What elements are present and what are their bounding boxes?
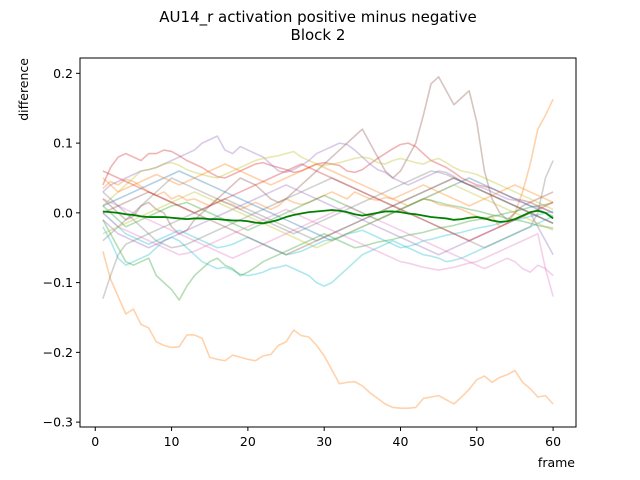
series-line-21 — [102, 163, 554, 242]
y-tick-label: −0.3 — [43, 415, 73, 430]
plot-frame — [79, 57, 577, 428]
x-tick-label: 10 — [164, 434, 180, 449]
x-tick-label: 0 — [91, 434, 99, 449]
y-tick-label: 0.2 — [53, 66, 73, 81]
x-axis-label: frame — [538, 455, 575, 470]
series-line-1 — [102, 251, 554, 409]
x-axis-ticks: 0 10 20 30 40 50 60 — [91, 427, 561, 449]
y-tick-label: −0.1 — [43, 275, 73, 290]
y-tick-label: 0.1 — [53, 136, 73, 151]
series-line-19 — [102, 184, 554, 249]
series-line-13 — [102, 170, 554, 242]
chart-title-line1: AU14_r activation positive minus negativ… — [159, 8, 476, 27]
series-line-11 — [102, 208, 554, 297]
x-tick-label: 60 — [545, 434, 561, 449]
series-line-9 — [102, 201, 554, 301]
chart-title-line2: Block 2 — [291, 26, 346, 44]
series-line-3 — [102, 76, 554, 235]
series-line-5 — [102, 135, 554, 214]
series-layer — [102, 76, 554, 409]
series-line-10 — [102, 194, 554, 232]
series-line-12 — [102, 198, 554, 277]
y-tick-label: 0.0 — [53, 205, 73, 220]
series-line-20 — [102, 177, 554, 299]
y-tick-label: −0.2 — [43, 345, 73, 360]
series-line-4 — [102, 142, 554, 214]
series-line-7 — [102, 215, 554, 287]
series-line-16 — [102, 163, 554, 207]
series-line-15 — [102, 170, 554, 242]
series-line-18 — [102, 177, 554, 256]
x-tick-label: 40 — [393, 434, 409, 449]
series-line-17 — [102, 184, 554, 256]
x-tick-label: 50 — [469, 434, 485, 449]
series-line-8 — [102, 210, 554, 256]
series-line-6 — [102, 150, 554, 211]
series-line-mean — [102, 209, 554, 225]
x-tick-label: 20 — [240, 434, 256, 449]
y-axis-ticks: −0.3 −0.2 −0.1 0.0 0.1 0.2 — [43, 66, 80, 430]
series-line-14 — [102, 160, 554, 249]
x-tick-label: 30 — [316, 434, 332, 449]
y-axis-label: difference — [16, 58, 31, 121]
